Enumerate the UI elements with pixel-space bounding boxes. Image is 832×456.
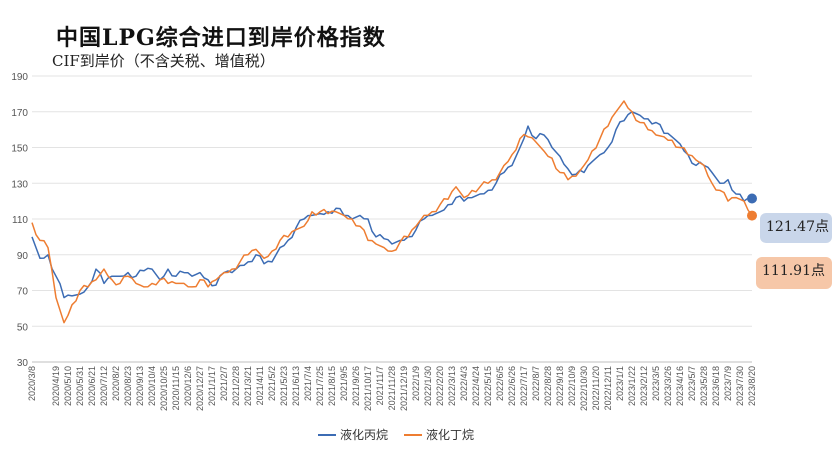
y-tick-label-30: 30	[17, 358, 29, 369]
x-tick-label: 2023/7/30	[735, 366, 745, 406]
last-point-butane	[747, 210, 757, 221]
x-tick-label: 2020/3/8	[27, 366, 37, 401]
x-tick-label: 2022/10/30	[579, 366, 589, 411]
x-tick-label: 2022/6/5	[495, 366, 505, 401]
propane-last-value-callout: 121.47点	[760, 213, 832, 243]
x-tick-label: 2020/10/25	[159, 366, 169, 411]
propane-last-value-label: 121.47点	[766, 219, 829, 235]
y-tick-label-90: 90	[17, 251, 29, 262]
x-tick-label: 2022/4/3	[459, 366, 469, 401]
x-tick-label: 2022/2/20	[435, 366, 445, 406]
legend-swatch-propane	[318, 433, 336, 436]
x-tick-label: 2022/1/30	[423, 366, 433, 406]
x-tick-label: 2022/4/24	[471, 366, 481, 406]
x-tick-label: 2023/8/20	[747, 366, 757, 406]
series-line-propane	[31, 111, 753, 299]
last-point-propane	[747, 193, 757, 204]
x-tick-label: 2020/11/15	[171, 366, 181, 410]
x-tick-label: 2022/3/13	[447, 366, 457, 406]
legend-label-propane: 液化丙烷	[340, 428, 389, 442]
x-tick-label: 2021/7/25	[315, 366, 325, 406]
x-tick-label: 2021/11/28	[387, 366, 397, 410]
y-tick-label-110: 110	[12, 215, 28, 226]
y-tick-label-190: 190	[11, 72, 28, 83]
x-tick-label: 2022/5/15	[483, 366, 493, 406]
x-tick-label: 2022/8/28	[543, 366, 553, 406]
legend-item-butane: 液化丁烷	[404, 426, 474, 443]
x-tick-label: 2020/5/31	[75, 366, 85, 406]
x-tick-label: 2020/12/27	[195, 366, 205, 411]
x-tick-label: 2020/7/12	[99, 366, 109, 406]
x-tick-label: 2023/5/7	[687, 366, 697, 401]
x-tick-label: 2021/12/19	[399, 366, 409, 411]
chart-subtitle: CIF到岸价（不含关税、增值税）	[52, 52, 275, 70]
x-tick-label: 2021/2/28	[231, 366, 241, 406]
x-tick-label: 2023/5/28	[699, 366, 709, 406]
x-tick-label: 2022/10/9	[567, 366, 577, 406]
y-tick-label-170: 170	[11, 108, 28, 119]
x-tick-label: 2021/11/7	[375, 366, 385, 405]
x-tick-label: 2022/12/11	[603, 366, 613, 410]
x-tick-label: 2023/4/16	[675, 366, 685, 406]
x-tick-label: 2021/1/17	[207, 366, 217, 406]
x-tick-label: 2020/8/23	[123, 366, 133, 406]
legend-label-butane: 液化丁烷	[426, 428, 475, 442]
x-tick-label: 2023/3/5	[651, 366, 661, 401]
series-line-butane	[31, 100, 753, 324]
x-tick-label: 2023/6/18	[711, 366, 721, 406]
x-tick-label: 2021/5/23	[279, 366, 289, 406]
x-tick-label: 2020/4/19	[51, 366, 61, 406]
butane-last-value-callout: 111.91点	[756, 257, 832, 289]
x-tick-label: 2021/2/7	[219, 366, 229, 401]
x-tick-label: 2023/3/26	[663, 366, 673, 406]
legend-item-propane: 液化丙烷	[318, 426, 388, 443]
x-tick-label: 2020/12/6	[183, 366, 193, 406]
x-tick-label: 2021/7/4	[303, 366, 313, 401]
legend: 液化丙烷 液化丁烷	[318, 426, 474, 443]
x-tick-label: 2021/8/15	[327, 366, 337, 406]
x-tick-label: 2020/6/21	[87, 366, 97, 406]
x-tick-label: 2021/9/26	[351, 366, 361, 406]
x-tick-label: 2021/3/21	[243, 366, 253, 406]
x-tick-label: 2020/9/13	[135, 366, 145, 406]
x-tick-label: 2020/10/4	[147, 366, 157, 406]
x-tick-label: 2022/6/26	[507, 366, 517, 406]
x-tick-label: 2022/11/20	[591, 366, 601, 410]
x-tick-label: 2021/9/5	[339, 366, 349, 401]
x-tick-label: 2021/10/17	[363, 366, 373, 411]
y-tick-label-130: 130	[11, 179, 28, 190]
x-tick-label: 2023/1/1	[615, 366, 625, 401]
x-tick-label: 2022/7/17	[519, 366, 529, 406]
x-tick-label: 2022/1/9	[411, 366, 421, 401]
y-tick-label-50: 50	[17, 322, 29, 333]
butane-last-value-label: 111.91点	[762, 263, 825, 279]
x-tick-label: 2022/9/18	[555, 366, 565, 406]
x-tick-label: 2021/6/13	[291, 366, 301, 406]
x-tick-label: 2021/4/11	[255, 366, 265, 405]
x-tick-label: 2022/8/7	[531, 366, 541, 401]
chart-title: 中国LPG综合进口到岸价格指数	[56, 25, 386, 51]
y-tick-label-150: 150	[11, 144, 28, 155]
x-tick-label: 2023/7/9	[723, 366, 733, 401]
y-tick-label-70: 70	[17, 287, 29, 298]
x-tick-label: 2023/2/12	[639, 366, 649, 406]
legend-swatch-butane	[404, 433, 423, 436]
x-tick-label: 2021/5/2	[267, 366, 277, 401]
x-tick-label: 2023/1/22	[627, 366, 637, 406]
x-tick-label: 2020/8/2	[111, 366, 121, 401]
x-tick-label: 2020/5/10	[63, 366, 73, 406]
